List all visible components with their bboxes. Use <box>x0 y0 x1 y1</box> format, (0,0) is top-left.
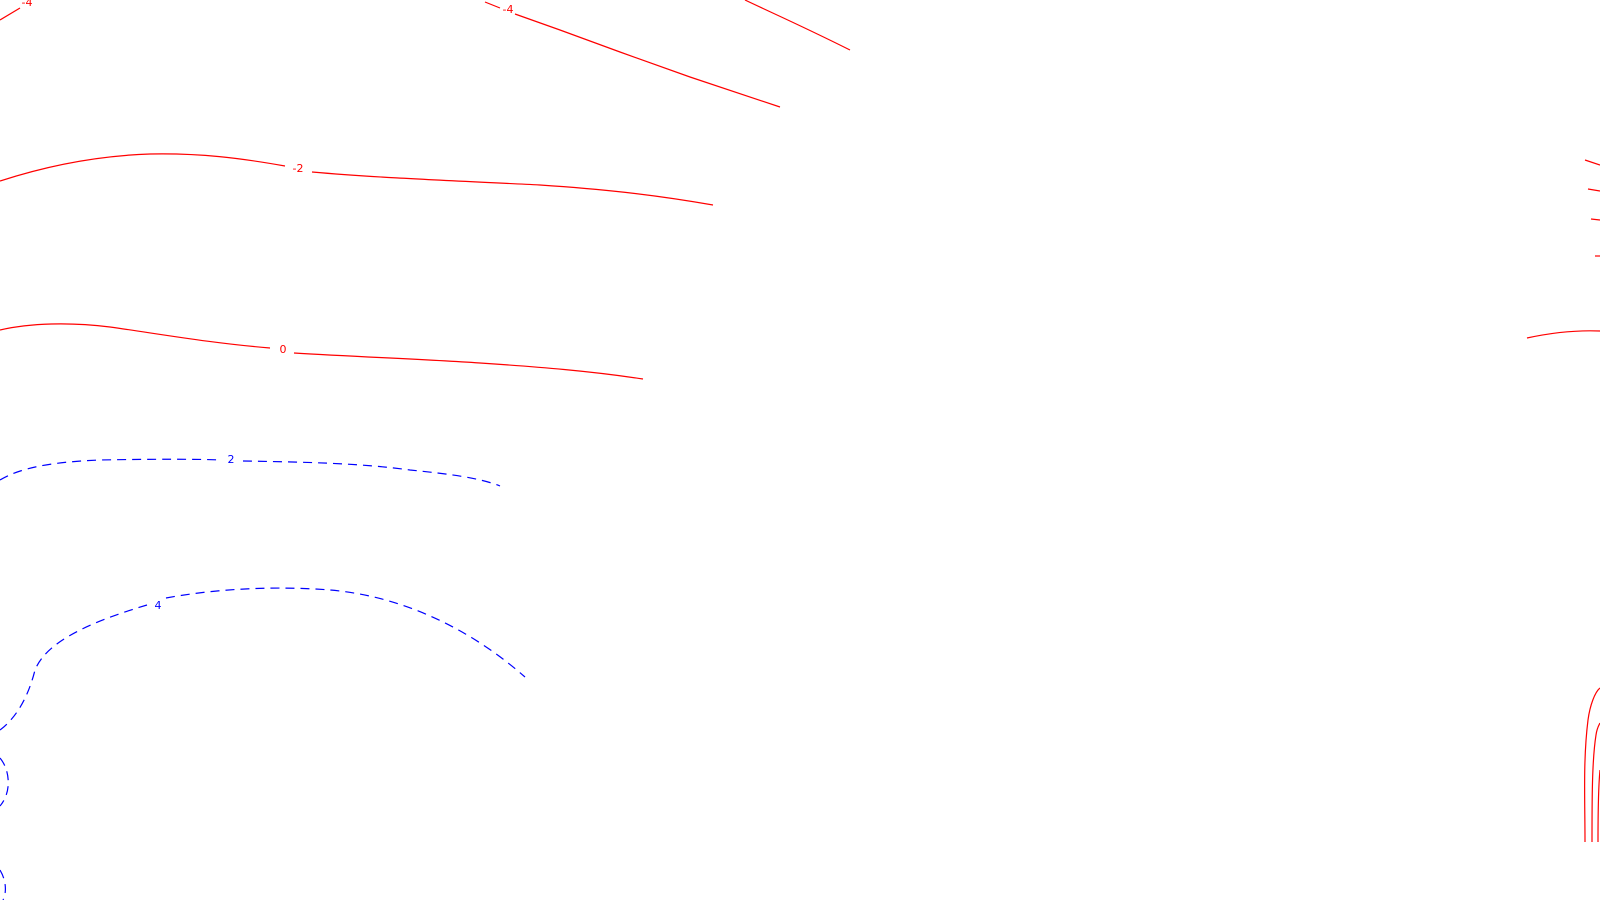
contour-line-2 <box>0 458 501 487</box>
contour-line-0 <box>0 323 644 380</box>
contour-line-4-loop <box>0 757 9 807</box>
contour-line-4-bottom <box>0 869 6 900</box>
contour-label-4: 4 <box>155 599 162 612</box>
contour-line-right-5 <box>1526 330 1600 339</box>
contour-line-neg4-top <box>484 1 781 108</box>
contour-line-right-2 <box>1587 188 1600 192</box>
contour-line-neg2 <box>0 153 714 206</box>
contour-label-neg2: -2 <box>293 162 304 175</box>
contour-label-neg4-left: -4 <box>22 0 33 9</box>
contour-line-bottom-right-2 <box>1591 722 1600 843</box>
contour-label-neg4-top: -4 <box>503 3 514 16</box>
contour-line-4 <box>0 587 526 731</box>
contour-line-bottom-right-1 <box>1584 687 1600 843</box>
contour-line-right-3 <box>1590 218 1600 221</box>
contour-label-0: 0 <box>280 343 287 356</box>
contour-line-right-1 <box>1584 159 1600 166</box>
contour-label-2: 2 <box>228 453 235 466</box>
contour-line-neg4-left-edge <box>0 7 21 21</box>
contour-line-neg4-top-right <box>744 0 851 51</box>
